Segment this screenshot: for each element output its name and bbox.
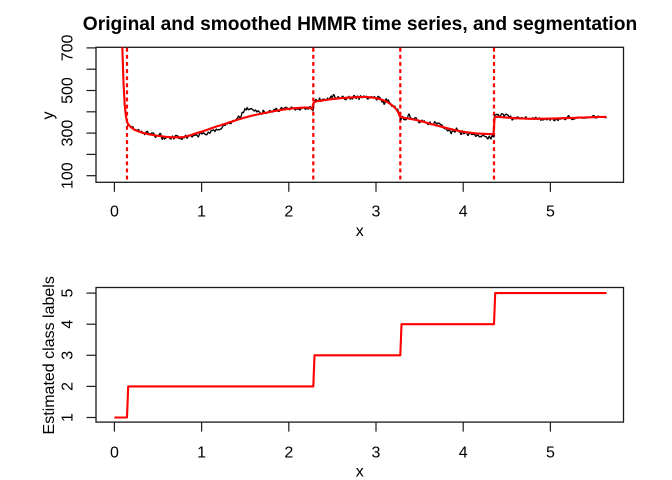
svg-text:Original and smoothed HMMR tim: Original and smoothed HMMR time series, … bbox=[83, 14, 637, 35]
svg-text:100: 100 bbox=[60, 162, 77, 189]
svg-text:5: 5 bbox=[60, 289, 77, 298]
svg-text:3: 3 bbox=[60, 351, 77, 360]
svg-text:x: x bbox=[356, 464, 364, 480]
svg-text:700: 700 bbox=[60, 34, 77, 61]
svg-text:0: 0 bbox=[110, 445, 119, 462]
svg-text:4: 4 bbox=[60, 320, 77, 329]
svg-text:1: 1 bbox=[197, 445, 206, 462]
svg-text:5: 5 bbox=[546, 445, 555, 462]
svg-text:300: 300 bbox=[60, 120, 77, 147]
svg-text:2: 2 bbox=[60, 382, 77, 391]
svg-text:x: x bbox=[356, 223, 364, 240]
svg-text:4: 4 bbox=[459, 204, 468, 221]
svg-text:500: 500 bbox=[60, 77, 77, 104]
svg-text:y: y bbox=[40, 112, 57, 120]
svg-text:3: 3 bbox=[372, 445, 381, 462]
svg-text:3: 3 bbox=[372, 204, 381, 221]
svg-text:1: 1 bbox=[197, 204, 206, 221]
svg-text:2: 2 bbox=[284, 204, 293, 221]
svg-text:Estimated class labels: Estimated class labels bbox=[41, 276, 58, 434]
svg-text:5: 5 bbox=[546, 204, 555, 221]
svg-text:1: 1 bbox=[60, 413, 77, 422]
svg-text:4: 4 bbox=[459, 445, 468, 462]
svg-text:2: 2 bbox=[284, 445, 293, 462]
svg-text:0: 0 bbox=[110, 204, 119, 221]
